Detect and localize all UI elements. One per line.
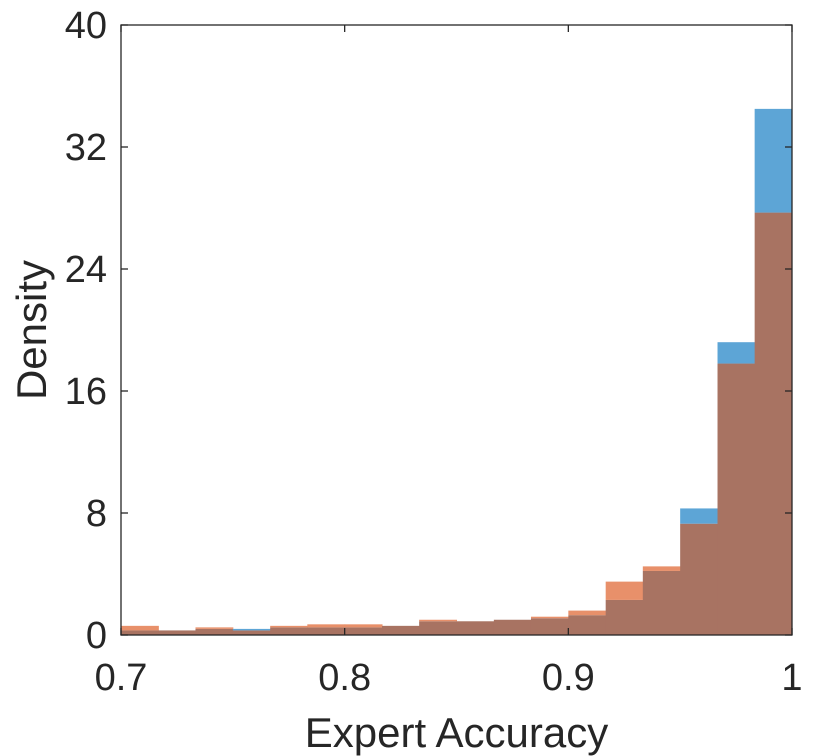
x-tick-labels: 0.7 0.8 0.9 1	[95, 657, 803, 699]
histogram-bar-series-2	[270, 625, 308, 628]
y-tick-label: 24	[65, 249, 107, 291]
histogram-bar-overlap	[344, 627, 383, 635]
plot-frame	[120, 24, 793, 636]
histogram-bar-overlap	[195, 628, 234, 635]
x-tick-label: 1	[781, 657, 802, 699]
histogram-bar-overlap	[270, 627, 308, 635]
histogram-bar-overlap	[232, 630, 271, 635]
x-tick-label: 0.9	[542, 657, 595, 699]
histogram-bar-series-1	[232, 628, 271, 631]
histogram-bar-series-2	[307, 624, 346, 628]
y-tick-labels: 0 8 16 24 32 40	[65, 5, 107, 657]
histogram-bar-overlap	[419, 621, 457, 635]
histogram-bar-overlap	[642, 570, 681, 635]
histogram-bar-series-2	[530, 616, 569, 619]
histogram-bar-overlap	[307, 627, 346, 635]
histogram-bar-overlap	[456, 621, 495, 635]
histogram-bar-series-1	[717, 342, 756, 364]
y-tick-label: 0	[86, 615, 107, 657]
histogram-bar-series-2	[419, 619, 457, 622]
histogram-bar-overlap	[493, 619, 532, 635]
y-tick-label: 8	[86, 493, 107, 535]
histogram-bar-overlap	[382, 625, 420, 635]
histogram-bar-overlap	[680, 523, 719, 635]
histogram-bar-series-2	[121, 625, 159, 631]
histogram-bar-overlap	[121, 630, 159, 635]
histogram-bar-series-2	[642, 566, 681, 571]
axis-ticks	[120, 24, 793, 636]
histogram-bar-series-1	[680, 508, 719, 524]
histogram-bar-overlap	[717, 363, 756, 635]
y-tick-label: 16	[65, 371, 107, 413]
histogram-bar-overlap	[568, 615, 607, 635]
histogram-bar-series-2	[195, 627, 234, 629]
histogram-bar-overlap	[530, 618, 569, 635]
histogram-bar-overlap	[158, 630, 196, 635]
histogram-bar-series-2	[605, 581, 644, 600]
histogram-bar-series-1	[754, 108, 793, 213]
x-tick-label: 0.8	[318, 657, 371, 699]
y-tick-label: 32	[65, 127, 107, 169]
histogram-bar-overlap	[754, 212, 793, 635]
histogram-bars	[121, 108, 793, 635]
y-axis-label: Density	[8, 260, 55, 400]
x-axis-label: Expert Accuracy	[305, 709, 608, 756]
x-tick-label: 0.7	[95, 657, 148, 699]
histogram-bar-series-2	[344, 624, 383, 628]
y-tick-label: 40	[65, 5, 107, 47]
histogram-bar-series-2	[568, 610, 607, 616]
histogram-bar-overlap	[605, 599, 644, 635]
